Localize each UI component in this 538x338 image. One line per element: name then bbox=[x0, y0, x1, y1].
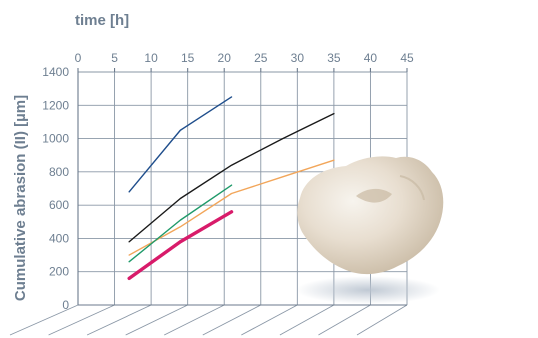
series-line-5 bbox=[127, 210, 234, 281]
floor-line bbox=[318, 304, 371, 336]
floor-line bbox=[48, 304, 115, 336]
floor-line bbox=[356, 304, 408, 336]
x-tick-label: 0 bbox=[75, 51, 82, 65]
series-lines bbox=[127, 96, 335, 281]
floor-line bbox=[86, 304, 152, 336]
y-tick-label: 800 bbox=[49, 165, 69, 179]
y-tick-label: 1000 bbox=[42, 132, 69, 146]
x-tick-label: 20 bbox=[218, 51, 232, 65]
x-tick-label: 25 bbox=[254, 51, 268, 65]
x-tick-label: 10 bbox=[144, 51, 158, 65]
tooth-image bbox=[296, 156, 444, 304]
y-tick-label: 600 bbox=[49, 198, 69, 212]
y-axis-title: Cumulative abrasion (II) [µm] bbox=[12, 95, 29, 301]
x-tick-label: 35 bbox=[327, 51, 341, 65]
floor-line bbox=[9, 304, 79, 336]
floor-line bbox=[125, 304, 188, 336]
y-tick-label: 200 bbox=[49, 265, 69, 279]
x-tick-label: 15 bbox=[181, 51, 195, 65]
x-tick-label: 40 bbox=[364, 51, 378, 65]
y-tick-label: 0 bbox=[62, 298, 69, 312]
floor-line bbox=[202, 304, 261, 336]
floor-line bbox=[241, 304, 298, 336]
series-line-2 bbox=[128, 112, 335, 243]
y-tick-labels: 0 200 400 600 800 1000 1200 1400 bbox=[42, 65, 69, 312]
series-line-4 bbox=[128, 184, 233, 263]
y-tick-label: 1400 bbox=[42, 65, 69, 79]
x-tick-label: 5 bbox=[111, 51, 118, 65]
floor-line bbox=[279, 304, 335, 336]
x-tick-label: 45 bbox=[400, 51, 414, 65]
floor-line bbox=[164, 304, 225, 336]
x-tick-label: 30 bbox=[291, 51, 305, 65]
x-axis-title: time [h] bbox=[75, 12, 129, 29]
y-tick-label: 400 bbox=[49, 231, 69, 245]
y-tick-label: 1200 bbox=[42, 98, 69, 112]
series-line-1 bbox=[128, 96, 233, 193]
x-tick-labels: 0 5 10 15 20 25 30 35 40 45 bbox=[75, 51, 414, 65]
series-line-3 bbox=[128, 159, 335, 256]
